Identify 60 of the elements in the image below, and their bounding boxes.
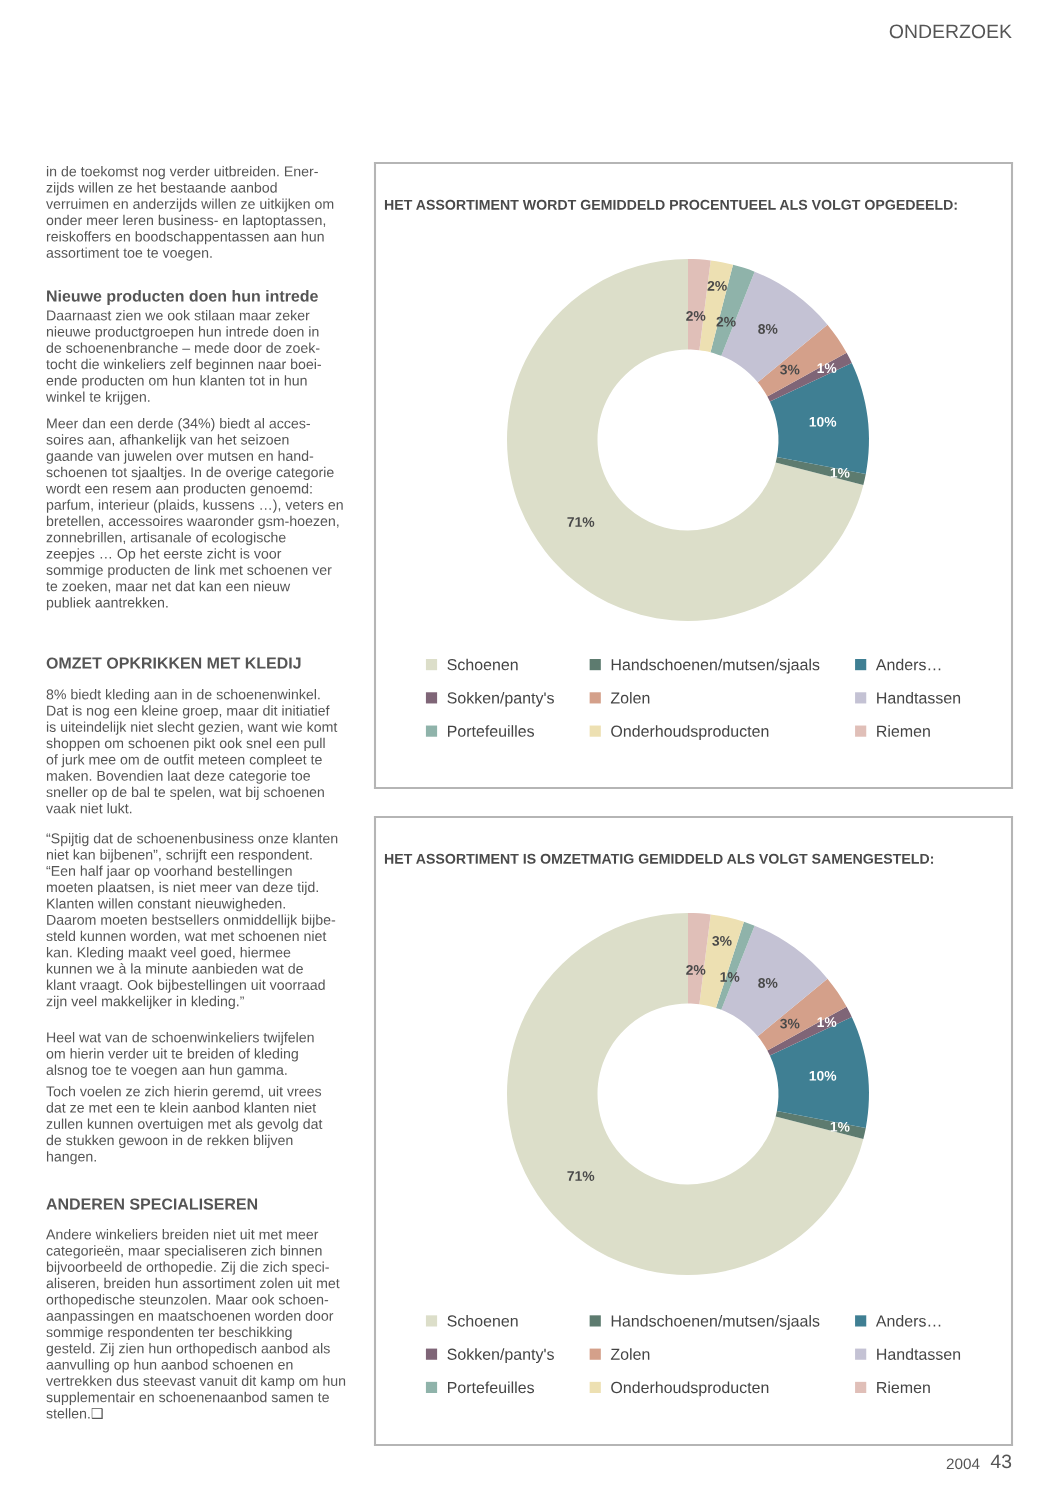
text: “Spijtig dat de schoenenbusiness onze klanten niet kan bijbenen”, schrijft een respondent. “Een half jaar op voorhand bestellingen moeten plaatsen, is niet meer van deze tijd. Klanten willen constant nieuwigheden. Daarom moeten bestsellers onmiddellijk bijbe- steld kunnen worden, wat met schoenen niet kan. Kleding maakt veel goed, hiermee kunnen we à la minute aanbieden wat de klant vraagt. Ook bijbestellingen uit voorraad zijn veel makkelijker in kleding.” (46, 833, 338, 1010)
data-label: 10% (809, 416, 837, 427)
donut-slice (775, 456, 866, 486)
legend-label: Riemen (877, 725, 930, 737)
data-label: 3% (712, 935, 732, 946)
donut-slice (775, 1110, 866, 1140)
legend-label: Handtassen (877, 691, 961, 704)
donut-slice (757, 978, 847, 1051)
legend-label: Anders… (875, 658, 941, 671)
data-label: 1% (817, 1017, 837, 1028)
chart-title: HET ASSORTIMENT IS OMZETMATIG GEMIDDELD ALS VOLGT SAMENGESTELD: (384, 853, 934, 864)
donut-slice (767, 352, 852, 402)
text: Nieuwe producten doen hun intrede (47, 290, 318, 305)
text: Toch voelen ze zich hierin geremd, uit vrees dat ze met een te klein aanbod klanten niet zullen kunnen overtuigen met als gevolg dat de stukken gewoon in de rekken blijven hangen. (46, 1086, 323, 1165)
legend-label: Sokken/panty's (447, 691, 554, 707)
text: 8% biedt kleding aan in de schoenenwinkel. Dat is nog een kleine groep, maar dit initiatief is uiteindelijk niet slecht gezien, want wie komt shoppen om schoenen pikt ook snel een pull of jurk mee om de outfit meteen compleet te maken. Bovendien laat deze categorie toe sneller op de bal te spelen, wat bij schoenen vaak niet lukt. (46, 689, 338, 814)
legend-label: Onderhoudsproducten (611, 1381, 769, 1397)
donut-slice (507, 913, 864, 1275)
text: Andere winkeliers breiden niet uit met meer categorieën, maar specialiseren zich binnen bijvoorbeeld de orthopedie. Zij die zich speci- aliseren, breiden hun assortiment zolen uit met orthopedische steunzolen. Maar ook schoen- aanpassingen en maatschoenen worden door sommige respondenten ter beschikking gesteld. Zij zien hun orthopedisch aanbod als aanvulling op hun aanbod schoenen en vertrekken dus steevast vanuit dit kamp om hun supplementair en schoenenaanbod samen te stellen.❑ (46, 1229, 346, 1420)
donut-slice (767, 1006, 852, 1056)
text: ONDERZOEK (889, 24, 1012, 39)
chart-title: HET ASSORTIMENT WORDT GEMIDDELD PROCENTUEEL ALS VOLGT OPGEDEELD: (384, 199, 957, 210)
legend-label: Portefeuilles (448, 1381, 535, 1394)
donut-slice (757, 324, 847, 397)
legend-label: Zolen (610, 1348, 650, 1360)
data-label: 1% (720, 972, 740, 982)
data-label: 10% (809, 1070, 837, 1081)
data-label: 8% (758, 324, 778, 334)
legend-label: Handtassen (877, 1348, 961, 1360)
legend-label: Schoenen (447, 1314, 518, 1327)
text: Heel wat van de schoenwinkeliers twijfelen om hierin verder uit te breiden of kleding alsnog toe te voegen aan hun gamma. (46, 1032, 314, 1078)
text: ANDEREN SPECIALISEREN (46, 1198, 258, 1210)
text: 43 (990, 1454, 1012, 1469)
legend-label: Anders… (875, 1314, 941, 1327)
data-label: 1% (830, 467, 850, 478)
data-label: 8% (758, 978, 778, 988)
text: OMZET OPKRIKKEN MET KLEDIJ (46, 657, 301, 669)
data-label: 2% (686, 311, 706, 321)
legend-label: Portefeuilles (448, 725, 535, 737)
legend-label: Handschoenen/mutsen/sjaals (611, 658, 820, 674)
legend-label: Riemen (877, 1381, 930, 1394)
data-label: 71% (567, 517, 595, 527)
data-label: 2% (686, 965, 706, 975)
text: 2004 (946, 1458, 980, 1470)
text: Meer dan een derde (34%) biedt al acces- soires aan, afhankelijk van het seizoen gaande van juwelen over mutsen en hand- schoenen tot sjaaltjes. In de overige categorie wordt een resem aan producten genoemd: parfum, interieur (plaids, kussens …), veters en bretellen, accessoires waaronder gsm-hoezen, zonnebrillen, artisanale of ecologische zeepjes … Op het eerste zicht is voor sommige producten de link met schoenen ver te zoeken, maar net dat kan een nieuw publiek aantrekken. (45, 418, 343, 611)
legend-label: Schoenen (447, 658, 518, 671)
text: in de toekomst nog verder uitbreiden. Ener- zijds willen ze het bestaande aanbod verruimen en anderzijds willen ze uitkijken om onder meer leren business- en laptoptassen, reiskoffers en boodschappentassen aan hun assortiment toe te voegen. (46, 166, 334, 261)
donut-slice (688, 913, 711, 1005)
legend-label: Zolen (610, 691, 650, 704)
legend-label: Onderhoudsproducten (611, 725, 769, 741)
legend-label: Sokken/panty's (447, 1348, 554, 1364)
data-label: 3% (780, 364, 800, 375)
data-label: 2% (707, 280, 727, 291)
donut-slice (507, 259, 864, 621)
data-label: 71% (567, 1171, 595, 1181)
data-label: 1% (830, 1121, 850, 1132)
data-label: 3% (780, 1018, 800, 1029)
data-label: 1% (817, 363, 837, 374)
legend-label: Handschoenen/mutsen/sjaals (611, 1314, 820, 1330)
text: Daarnaast zien we ook stilaan maar zeker nieuwe productgroepen hun intrede doen in de schoenenbranche – mede door de zoek- tocht die winkeliers zelf beginnen naar boei- ende producten om hun klanten tot in hun winkel te krijgen. (45, 310, 321, 405)
